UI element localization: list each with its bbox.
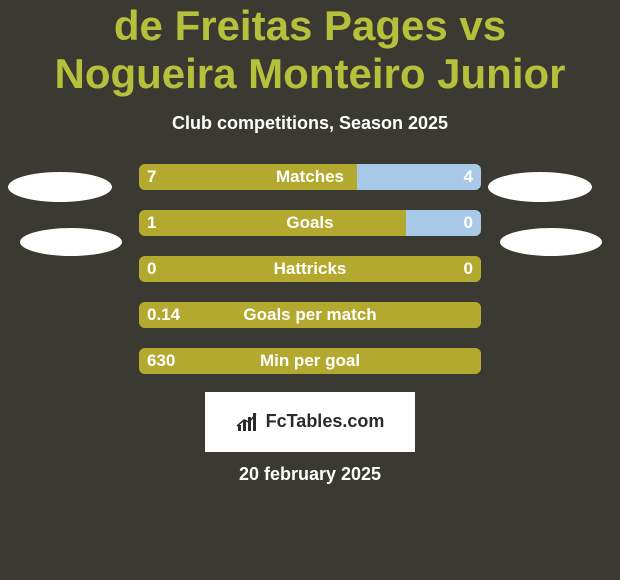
stat-row: Matches74 [0, 162, 620, 192]
value-left: 0 [147, 256, 156, 282]
stat-row: Min per goal630 [0, 346, 620, 376]
value-left: 7 [147, 164, 156, 190]
stat-row: Goals per match0.14 [0, 300, 620, 330]
bar-area: Min per goal630 [139, 348, 481, 374]
value-right: 0 [464, 210, 473, 236]
value-left: 0.14 [147, 302, 180, 328]
value-right: 0 [464, 256, 473, 282]
value-right: 4 [464, 164, 473, 190]
stat-row: Hattricks00 [0, 254, 620, 284]
bar-left [139, 210, 406, 236]
bar-left [139, 164, 357, 190]
subtitle: Club competitions, Season 2025 [0, 113, 620, 134]
brand-box: FcTables.com [205, 392, 415, 452]
value-left: 630 [147, 348, 175, 374]
bar-area: Goals per match0.14 [139, 302, 481, 328]
bar-chart-icon [236, 411, 262, 433]
date-text: 20 february 2025 [0, 464, 620, 485]
stat-row: Goals10 [0, 208, 620, 238]
bar-left [139, 256, 481, 282]
bar-area: Matches74 [139, 164, 481, 190]
comparison-infographic: de Freitas Pages vs Nogueira Monteiro Ju… [0, 0, 620, 580]
bar-right [357, 164, 481, 190]
brand-text: FcTables.com [266, 411, 385, 432]
value-left: 1 [147, 210, 156, 236]
bar-area: Hattricks00 [139, 256, 481, 282]
page-title: de Freitas Pages vs Nogueira Monteiro Ju… [0, 0, 620, 99]
bar-area: Goals10 [139, 210, 481, 236]
bar-left [139, 302, 481, 328]
bar-left [139, 348, 481, 374]
